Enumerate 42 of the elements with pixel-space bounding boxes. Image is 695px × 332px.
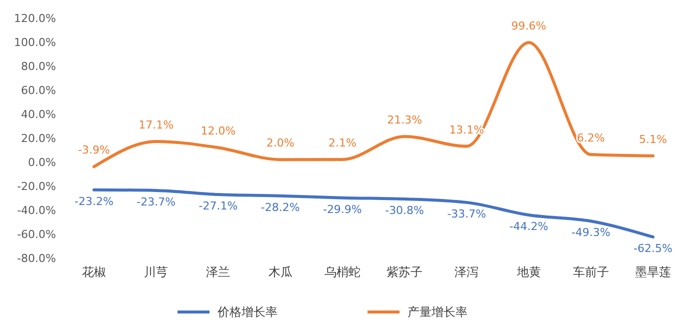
y-tick-label: 60.0% xyxy=(21,84,56,97)
data-label: 99.6% xyxy=(511,19,546,32)
y-tick-label: -20.0% xyxy=(17,180,56,193)
data-label: -44.2% xyxy=(509,220,548,234)
y-tick-label: 20.0% xyxy=(21,132,56,145)
data-label: -3.9% xyxy=(78,144,110,157)
x-tick-label: 泽泻 xyxy=(454,265,479,279)
data-label: 6.2% xyxy=(576,132,605,145)
y-tick-label: 80.0% xyxy=(21,60,56,73)
data-label: -27.1% xyxy=(198,200,238,213)
x-tick-label: 花椒 xyxy=(82,265,106,279)
x-tick-label: 地黄 xyxy=(516,265,541,279)
data-label: 2.0% xyxy=(266,136,294,150)
legend-label: 价格增长率 xyxy=(216,305,278,320)
x-tick-label: 泽兰 xyxy=(206,265,230,279)
data-label: -23.7% xyxy=(136,195,176,208)
x-tick-label: 紫苏子 xyxy=(386,265,423,279)
x-tick-label: 乌梢蛇 xyxy=(324,265,360,279)
data-label: -33.7% xyxy=(447,207,486,220)
y-tick-label: -60.0% xyxy=(17,228,56,241)
data-label: 17.1% xyxy=(138,118,174,132)
x-tick-label: 川芎 xyxy=(144,265,168,279)
x-tick-label: 车前子 xyxy=(572,265,609,279)
data-label: -49.3% xyxy=(571,226,610,240)
y-tick-label: 0.0% xyxy=(28,156,56,169)
x-tick-label: 木瓜 xyxy=(268,265,292,279)
data-label: -28.2% xyxy=(260,200,300,214)
data-label: 12.0% xyxy=(200,124,236,138)
y-tick-label: -40.0% xyxy=(17,204,56,217)
y-tick-label: 40.0% xyxy=(21,108,56,121)
data-label: -29.9% xyxy=(322,202,362,216)
x-tick-label: 墨旱莲 xyxy=(635,265,671,279)
data-label: -62.5% xyxy=(634,242,672,255)
y-tick-label: 120.0% xyxy=(14,12,56,25)
y-tick-label: -80.0% xyxy=(17,252,56,265)
data-label: -23.2% xyxy=(74,194,114,208)
y-tick-label: 100.0% xyxy=(14,36,56,49)
data-label: 2.1% xyxy=(328,136,356,150)
legend-label: 产量增长率 xyxy=(408,305,468,320)
data-label: 21.3% xyxy=(387,113,422,126)
data-label: 5.1% xyxy=(639,132,667,146)
data-label: -30.8% xyxy=(385,204,424,217)
